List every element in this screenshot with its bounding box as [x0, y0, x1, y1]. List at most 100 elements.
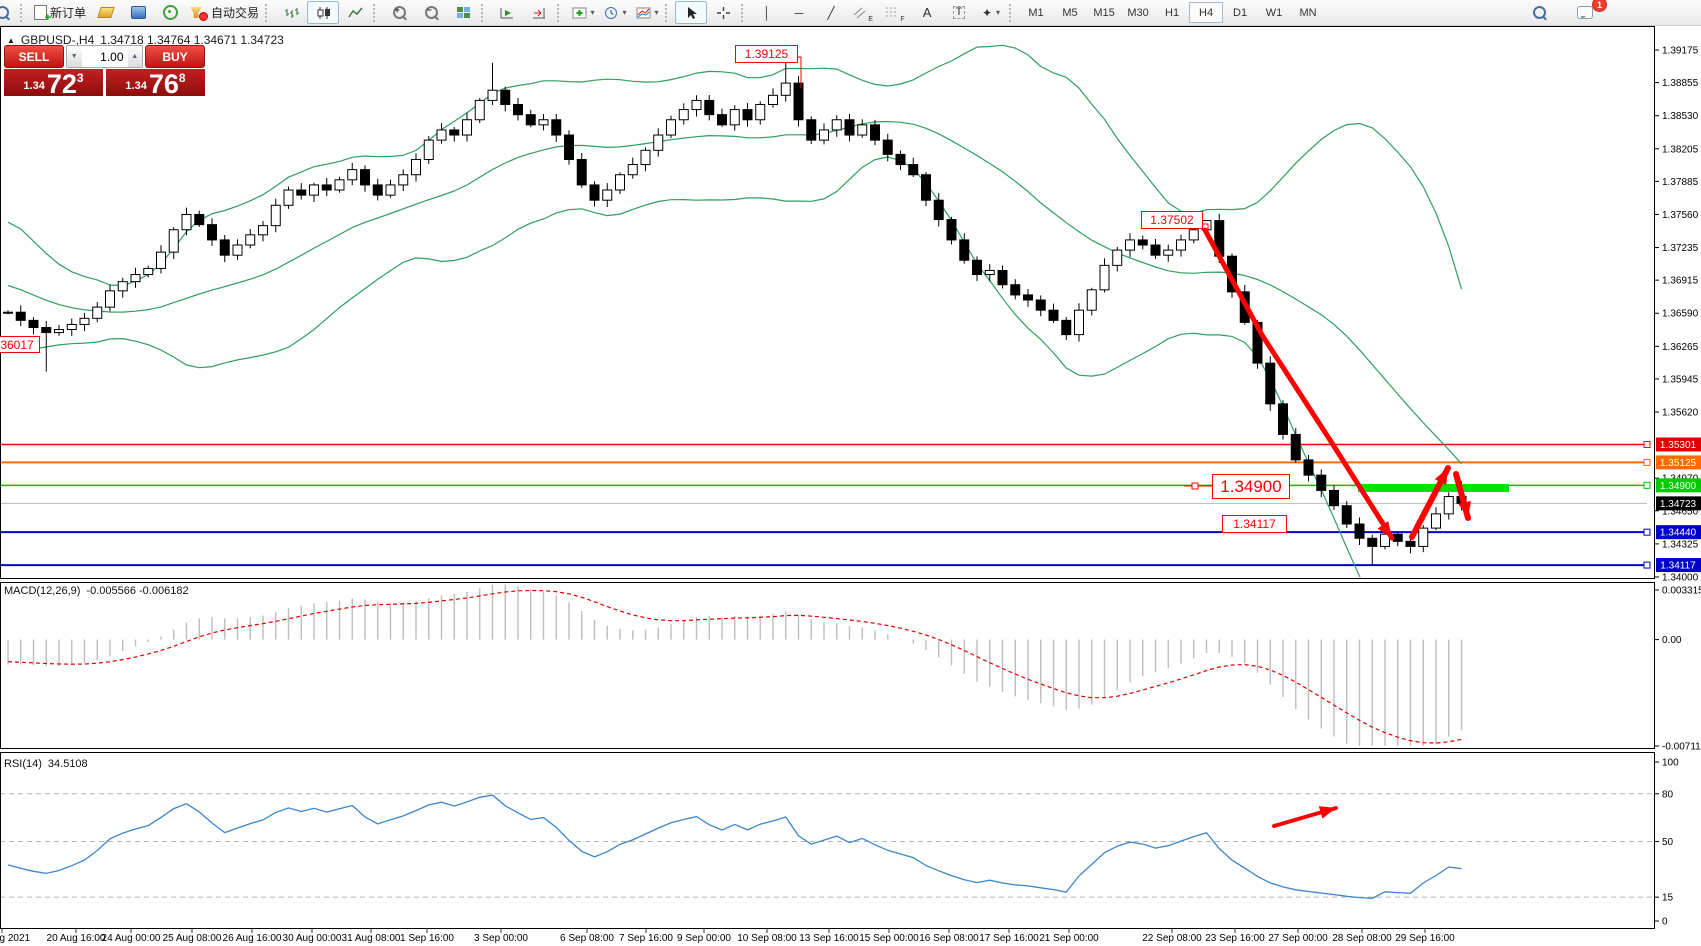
- cursor-button[interactable]: [675, 1, 708, 24]
- chart-canvas[interactable]: 1.39175 1.38855 1.38530 1.38205 1.37885 1.375…: [0, 25, 1701, 946]
- timeframe-button-M1[interactable]: M1: [1028, 6, 1044, 19]
- candle: [972, 259, 982, 276]
- autotrading-icon: [190, 7, 203, 18]
- support-zone[interactable]: [1358, 484, 1509, 492]
- sell-button[interactable]: SELL: [4, 45, 64, 68]
- indicators-icon: [572, 7, 587, 18]
- autotrading-button[interactable]: 自动交易: [186, 1, 263, 24]
- timeframe-button-MN[interactable]: MN: [1299, 6, 1317, 19]
- label-button[interactable]: T: [943, 1, 975, 24]
- candle: [551, 119, 562, 136]
- timeframe-button-H4[interactable]: H4: [1189, 2, 1224, 23]
- vertical-line-button[interactable]: │: [751, 1, 783, 24]
- volume-input[interactable]: [81, 46, 128, 67]
- candle: [742, 109, 753, 121]
- candle: [908, 164, 919, 176]
- price-tick-label: 1.34000: [1662, 572, 1699, 583]
- toolbar-grip: [1009, 3, 1017, 22]
- arrows-button[interactable]: ✦ ▾: [975, 1, 1007, 24]
- candle: [1176, 239, 1186, 251]
- candle: [28, 319, 39, 328]
- time-axis-label: 30 Aug 00:00: [283, 933, 342, 944]
- bar-chart-button[interactable]: [275, 1, 307, 24]
- trendline-button[interactable]: ╱: [815, 1, 847, 24]
- clipped-icon[interactable]: [0, 1, 18, 24]
- templates-button[interactable]: ▾: [631, 1, 663, 24]
- volume-decrease-button[interactable]: ▼: [67, 46, 82, 67]
- profiles-button[interactable]: [90, 1, 122, 24]
- horizontal-line-button[interactable]: ─: [783, 1, 815, 24]
- trend-arrow[interactable]: [1303, 671, 1348, 681]
- rsi-tick-label: 50: [1662, 837, 1674, 848]
- candle: [615, 174, 625, 191]
- candle: [283, 189, 294, 206]
- periods-button[interactable]: ▾: [599, 1, 631, 24]
- candle: [487, 89, 498, 101]
- text-button[interactable]: A: [911, 1, 943, 24]
- zoom-in-button[interactable]: +: [383, 1, 415, 24]
- hline-marker[interactable]: [1643, 481, 1651, 489]
- channel-button[interactable]: E: [847, 1, 879, 24]
- time-axis-label: 22 Sep 08:00: [1142, 933, 1202, 944]
- new-order-button[interactable]: 新订单: [30, 1, 90, 24]
- timeframe-button-W1[interactable]: W1: [1265, 6, 1283, 19]
- timeframe-button-H1[interactable]: H1: [1165, 6, 1180, 19]
- price-tick-label: 1.35945: [1662, 374, 1699, 385]
- sell-price-big: 72: [46, 69, 77, 99]
- candle: [678, 109, 689, 121]
- toolbar-grip: [373, 3, 381, 22]
- timeframe-button-D1[interactable]: D1: [1233, 6, 1248, 19]
- price-tick-label: 1.34650: [1662, 506, 1699, 517]
- toolbar-grip: [481, 3, 489, 22]
- price-callout-clipped[interactable]: 36017: [0, 336, 40, 353]
- candle: [1392, 533, 1403, 542]
- rsi-tick-label: 15: [1662, 893, 1674, 904]
- chart-expand-icon[interactable]: ▲: [7, 35, 15, 45]
- price-callout-low[interactable]: 1.34117: [1222, 515, 1287, 533]
- candle: [92, 306, 103, 319]
- volume-increase-button[interactable]: ▲: [127, 46, 142, 67]
- hline-marker[interactable]: [1643, 441, 1651, 449]
- time-axis-label: 27 Sep 00:00: [1268, 933, 1328, 944]
- line-chart-button[interactable]: [339, 1, 371, 24]
- candle: [1125, 239, 1135, 251]
- alerts-button[interactable]: 1: [1569, 0, 1607, 24]
- signals-button[interactable]: [154, 1, 186, 24]
- toolbar-grip: [741, 3, 749, 22]
- price-callout-high[interactable]: 1.39125: [735, 45, 798, 63]
- price-tick-label: 1.36915: [1662, 276, 1699, 287]
- candle: [423, 139, 434, 160]
- auto-scroll-button[interactable]: [491, 1, 523, 24]
- candle: [1086, 289, 1097, 311]
- market-watch-button[interactable]: [122, 1, 154, 24]
- bar-chart-icon: [284, 7, 299, 18]
- timeframe-button-M30[interactable]: M30: [1127, 6, 1149, 19]
- fibonacci-button[interactable]: F: [879, 1, 911, 24]
- time-axis-label: 13 Sep 16:00: [799, 933, 859, 944]
- chart-shift-button[interactable]: [523, 1, 555, 24]
- sell-price-prefix: 1.34: [23, 80, 45, 92]
- candle: [41, 326, 52, 334]
- timeframe-button-M15[interactable]: M15: [1093, 6, 1115, 19]
- zoom-out-button[interactable]: −: [415, 1, 447, 24]
- price-badge-label: 1.34723: [1660, 499, 1697, 510]
- tile-windows-button[interactable]: [447, 1, 479, 24]
- candlestick-chart-button[interactable]: [307, 1, 340, 24]
- timeframe-button-M5[interactable]: M5: [1062, 6, 1078, 19]
- hline-marker[interactable]: [1643, 528, 1651, 536]
- hline-marker[interactable]: [1643, 458, 1651, 466]
- candle: [168, 229, 179, 253]
- hline-marker[interactable]: [1643, 561, 1651, 569]
- crosshair-button[interactable]: [707, 1, 739, 24]
- price-tick-label: 1.36265: [1662, 342, 1699, 353]
- trend-arrow[interactable]: [1202, 227, 1395, 541]
- indicators-button[interactable]: ▾: [567, 1, 599, 24]
- candle: [666, 119, 676, 136]
- price-callout-swing[interactable]: 1.37502: [1141, 211, 1203, 229]
- search-button[interactable]: [1523, 1, 1555, 24]
- candle: [831, 119, 842, 131]
- buy-button[interactable]: BUY: [145, 45, 205, 68]
- price-callout-level[interactable]: 1.34900: [1212, 474, 1290, 499]
- trend-arrow-head: [1434, 468, 1448, 486]
